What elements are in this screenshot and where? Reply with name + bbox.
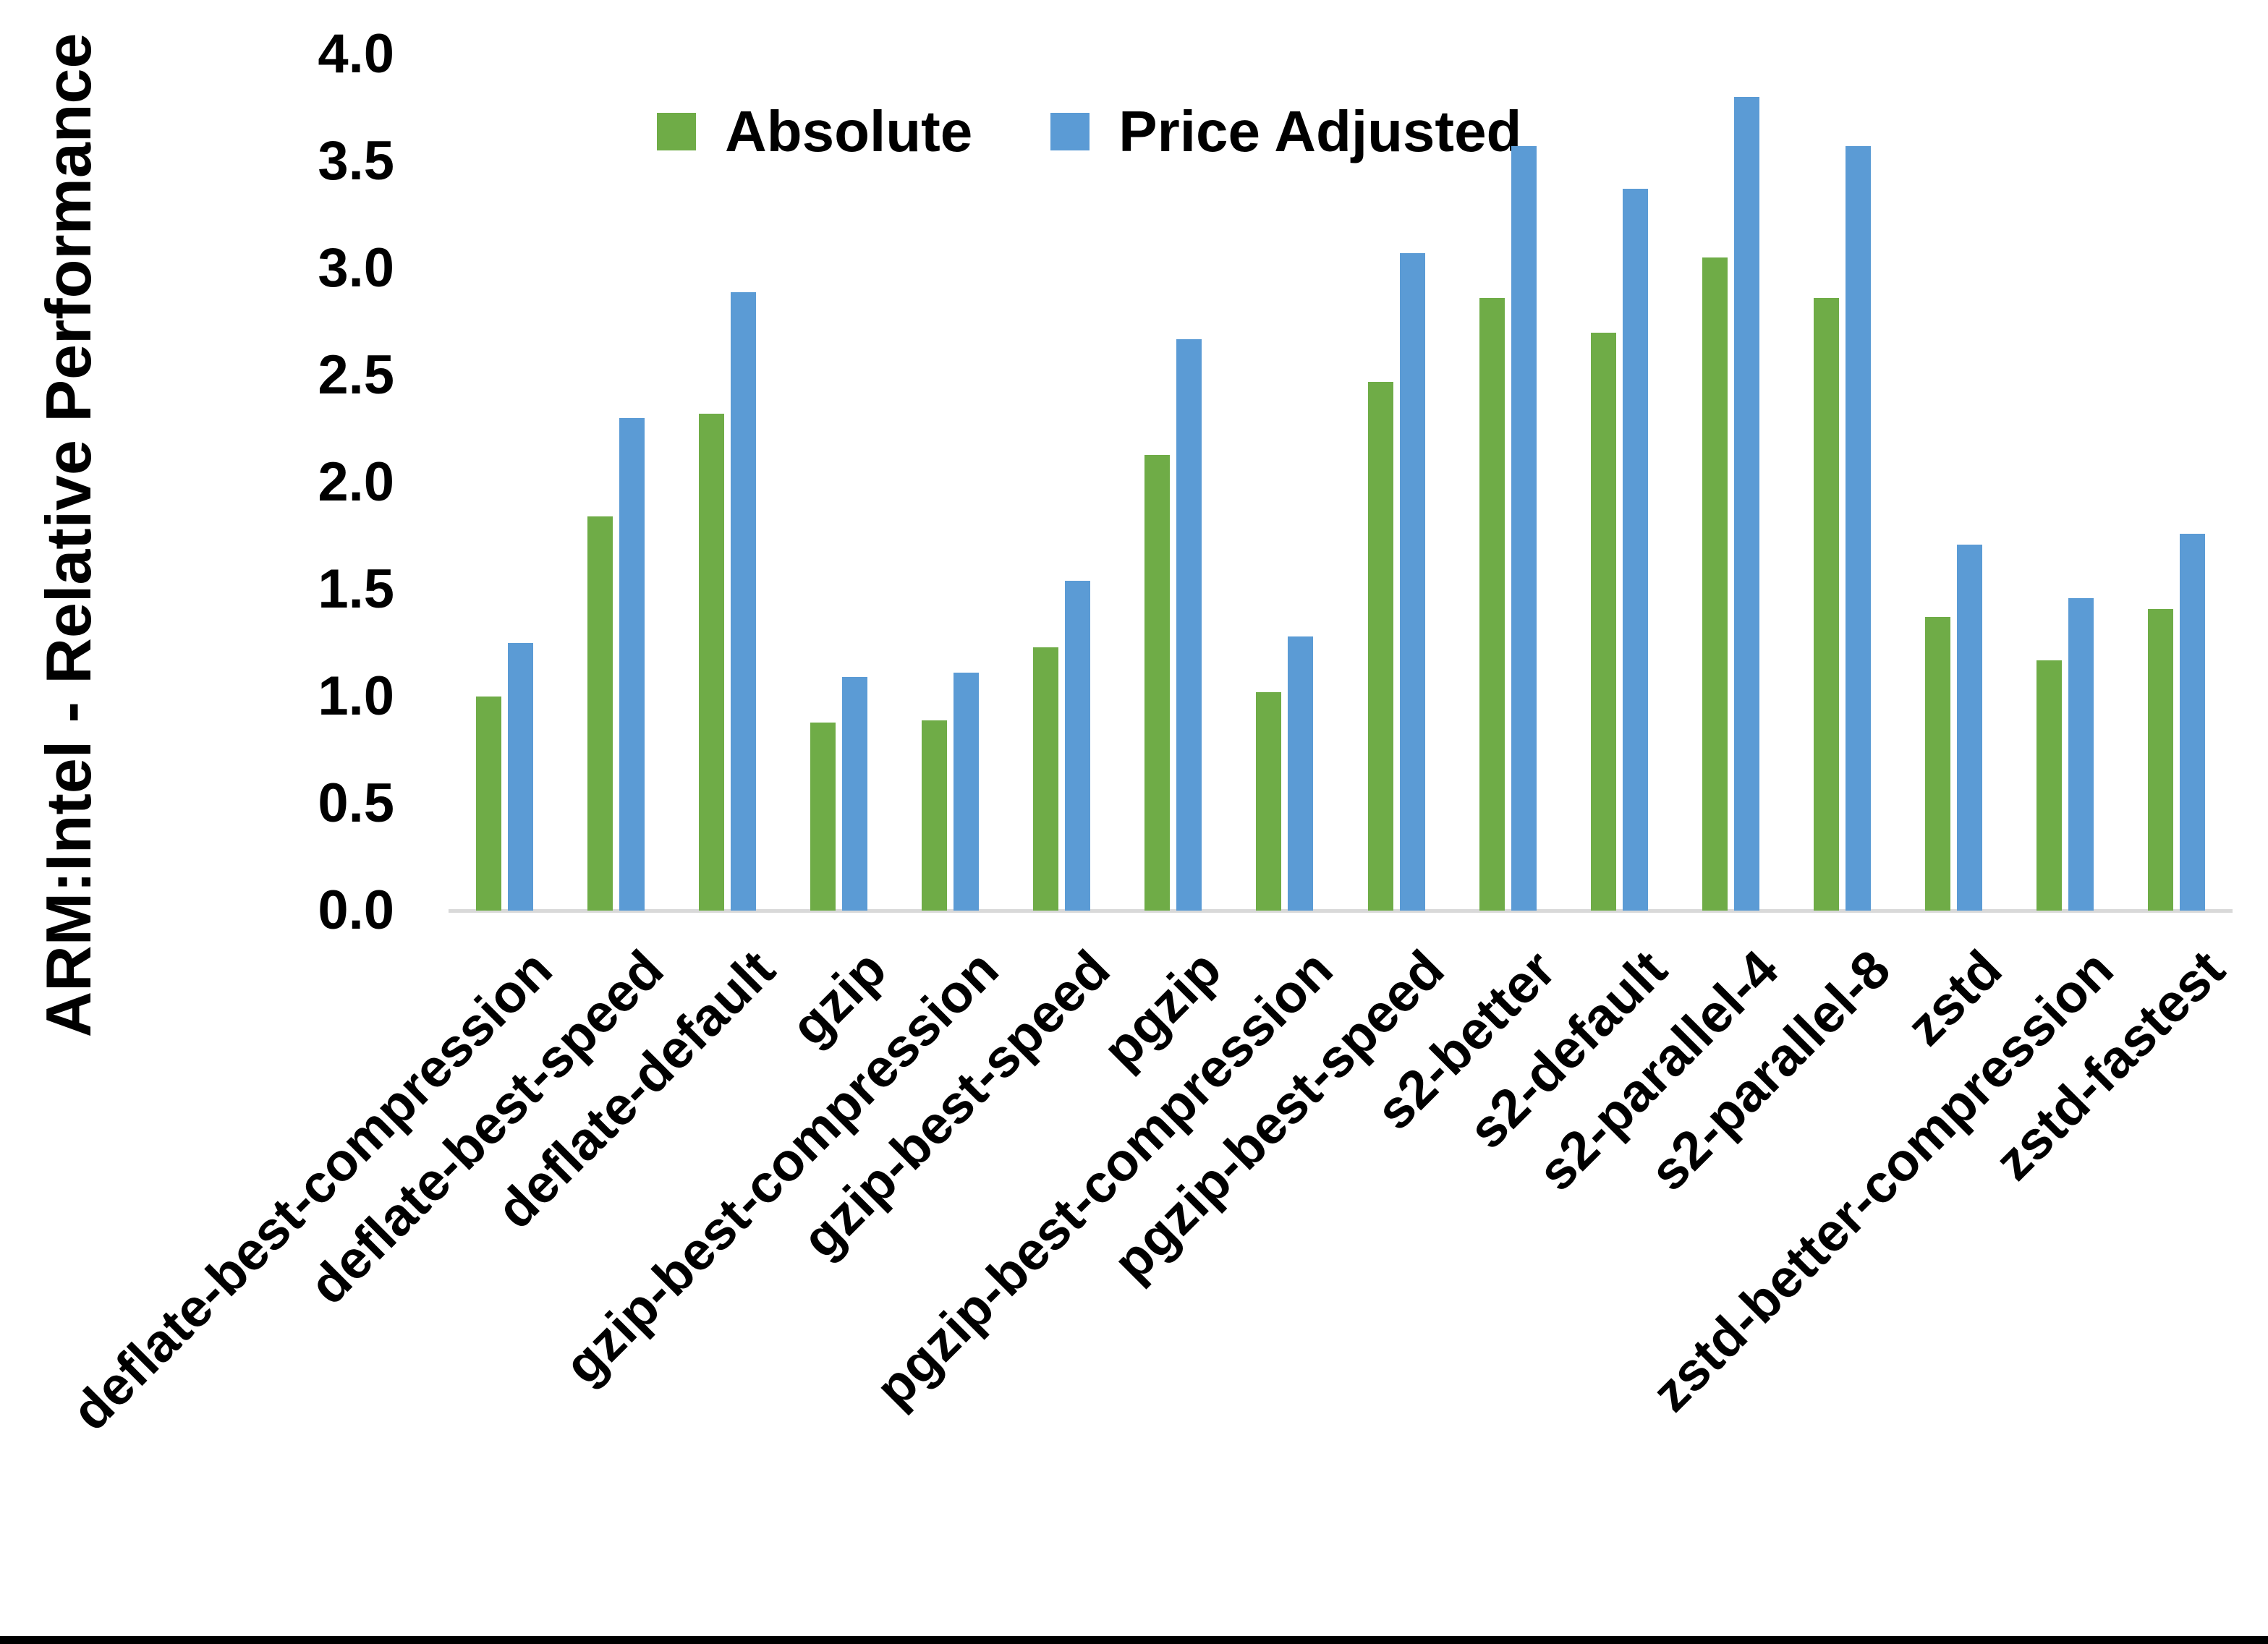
bar-s2-better-absolute xyxy=(1479,298,1505,911)
legend-item-price-adjusted: Price Adjusted xyxy=(1050,98,1521,165)
y-tick-label-2.0: 2.0 xyxy=(318,451,394,513)
bar-zstd-better-compression-absolute xyxy=(2036,660,2062,911)
bar-pgzip-best-speed-price-adjusted xyxy=(1400,253,1425,911)
bar-deflate-best-compression-price-adjusted xyxy=(508,643,533,911)
x-axis-baseline xyxy=(449,909,2233,913)
legend-label: Absolute xyxy=(725,99,973,163)
bar-s2-parallel-4-price-adjusted xyxy=(1734,97,1759,911)
y-tick-label-0.5: 0.5 xyxy=(318,772,394,834)
bar-gzip-best-speed-absolute xyxy=(1033,647,1058,911)
bar-s2-default-absolute xyxy=(1591,333,1616,911)
legend-swatch-icon xyxy=(657,113,696,150)
legend-swatch-icon xyxy=(1050,113,1090,150)
bar-gzip-best-compression-absolute xyxy=(922,720,947,911)
legend-label: Price Adjusted xyxy=(1118,99,1522,163)
y-tick-label-3.5: 3.5 xyxy=(318,130,394,192)
bar-s2-better-price-adjusted xyxy=(1511,146,1537,911)
bar-deflate-default-absolute xyxy=(699,414,724,911)
bar-pgzip-best-compression-absolute xyxy=(1256,692,1281,911)
legend-item-absolute: Absolute xyxy=(657,98,972,165)
bar-s2-default-price-adjusted xyxy=(1623,189,1648,911)
y-axis-title: ARM:Intel - Relative Performance xyxy=(33,33,104,1038)
bar-gzip-best-compression-price-adjusted xyxy=(954,673,979,911)
y-tick-label-3.0: 3.0 xyxy=(318,237,394,299)
bar-pgzip-price-adjusted xyxy=(1176,339,1202,911)
bar-zstd-fastest-price-adjusted xyxy=(2180,534,2205,911)
y-tick-label-0.0: 0.0 xyxy=(318,880,394,941)
bar-deflate-best-speed-price-adjusted xyxy=(619,418,645,911)
bar-s2-parallel-8-price-adjusted xyxy=(1846,146,1871,911)
bar-deflate-best-speed-absolute xyxy=(587,516,613,911)
bar-s2-parallel-4-absolute xyxy=(1702,257,1728,911)
bar-pgzip-best-speed-absolute xyxy=(1368,382,1393,911)
bar-zstd-better-compression-price-adjusted xyxy=(2068,598,2094,911)
chart-legend: Absolute Price Adjusted xyxy=(657,98,1521,165)
bar-deflate-best-compression-absolute xyxy=(476,697,501,911)
y-tick-label-1.5: 1.5 xyxy=(318,558,394,620)
bar-gzip-best-speed-price-adjusted xyxy=(1065,581,1090,911)
bar-pgzip-best-compression-price-adjusted xyxy=(1288,636,1313,911)
bar-deflate-default-price-adjusted xyxy=(731,292,756,911)
bar-gzip-absolute xyxy=(810,723,836,911)
y-tick-label-1.0: 1.0 xyxy=(318,665,394,727)
bar-zstd-fastest-absolute xyxy=(2148,609,2173,911)
bottom-border xyxy=(0,1636,2268,1644)
bar-s2-parallel-8-absolute xyxy=(1814,298,1839,911)
bar-zstd-price-adjusted xyxy=(1957,545,1982,911)
bar-gzip-price-adjusted xyxy=(842,677,867,911)
bar-zstd-absolute xyxy=(1925,617,1950,911)
y-tick-label-4.0: 4.0 xyxy=(318,23,394,85)
y-tick-label-2.5: 2.5 xyxy=(318,344,394,406)
bar-pgzip-absolute xyxy=(1144,455,1170,911)
